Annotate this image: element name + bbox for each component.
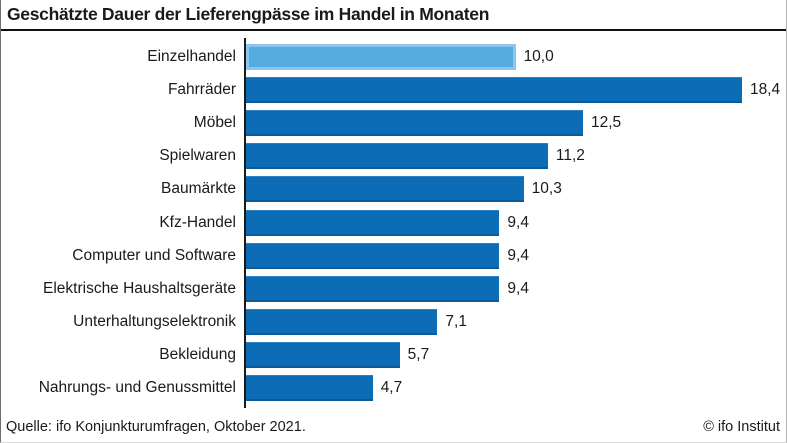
value-label: 5,7 (407, 346, 430, 364)
bar-cell: 4,7 (244, 375, 786, 402)
bar (246, 109, 583, 136)
bar-row: Einzelhandel 10,0 (1, 40, 786, 73)
source-note: Quelle: ifo Konjunkturumfragen, Oktober … (6, 419, 306, 435)
bar-cell: 9,4 (244, 209, 786, 236)
value-label: 10,3 (531, 180, 562, 198)
bar (246, 242, 500, 269)
bar (246, 209, 500, 236)
plot-area: Einzelhandel 10,0 Fahrräder 18,4 Möbel 1… (1, 31, 786, 414)
bar (246, 176, 524, 203)
chart-footer: Quelle: ifo Konjunkturumfragen, Oktober … (1, 415, 786, 442)
bar-cell: 10,3 (244, 176, 786, 203)
bar (246, 76, 742, 103)
bar-cell: 9,4 (244, 275, 786, 302)
bar-row: Elektrische Haushaltsgeräte 9,4 (1, 272, 786, 305)
bar-row: Computer und Software 9,4 (1, 239, 786, 272)
bar-cell: 5,7 (244, 342, 786, 369)
bar-cell: 12,5 (244, 109, 786, 136)
category-label: Nahrungs- und Genussmittel (38, 379, 236, 397)
value-label: 18,4 (750, 80, 781, 98)
chart-header: Geschätzte Dauer der Lieferengpässe im H… (1, 0, 786, 31)
category-label: Fahrräder (167, 80, 236, 98)
category-label: Elektrische Haushaltsgeräte (43, 279, 236, 297)
value-label: 4,7 (380, 379, 403, 397)
bar-row: Bekleidung 5,7 (1, 339, 786, 372)
category-label: Kfz-Handel (159, 213, 236, 231)
bar (246, 342, 400, 369)
copyright-note: © ifo Institut (703, 419, 780, 435)
category-label: Einzelhandel (147, 47, 236, 65)
value-label: 9,4 (507, 246, 529, 264)
bar-cell: 7,1 (244, 309, 786, 336)
bar-cell: 18,4 (244, 76, 786, 103)
y-axis-line (244, 38, 246, 408)
category-label: Baumärkte (161, 180, 236, 198)
value-label: 9,4 (507, 213, 529, 231)
value-label: 9,4 (507, 279, 529, 297)
value-label: 7,1 (445, 313, 467, 331)
bar (246, 375, 373, 402)
bar-cell: 9,4 (244, 242, 786, 269)
category-label: Möbel (193, 113, 236, 131)
bar-cell: 10,0 (244, 43, 786, 70)
value-label: 11,2 (555, 147, 585, 165)
bar-row: Baumärkte 10,3 (1, 173, 786, 206)
category-label: Spielwaren (159, 147, 236, 165)
bar (246, 143, 548, 170)
bar-row: Fahrräder 18,4 (1, 73, 786, 106)
bar-row: Spielwaren 11,2 (1, 140, 786, 173)
bar-rows: Einzelhandel 10,0 Fahrräder 18,4 Möbel 1… (1, 40, 786, 405)
bar-row: Möbel 12,5 (1, 106, 786, 139)
bar (246, 309, 438, 336)
value-label: 10,0 (523, 47, 554, 65)
bar-cell: 11,2 (244, 143, 786, 170)
bar-row: Unterhaltungselektronik 7,1 (1, 306, 786, 339)
category-label: Bekleidung (159, 346, 236, 364)
bar (246, 43, 516, 70)
bar-row: Nahrungs- und Genussmittel 4,7 (1, 372, 786, 405)
category-label: Computer und Software (72, 246, 236, 264)
value-label: 12,5 (590, 113, 622, 131)
category-label: Unterhaltungselektronik (73, 313, 236, 331)
chart-title: Geschätzte Dauer der Lieferengpässe im H… (7, 4, 490, 24)
bar (246, 275, 500, 302)
bar-row: Kfz-Handel 9,4 (1, 206, 786, 239)
